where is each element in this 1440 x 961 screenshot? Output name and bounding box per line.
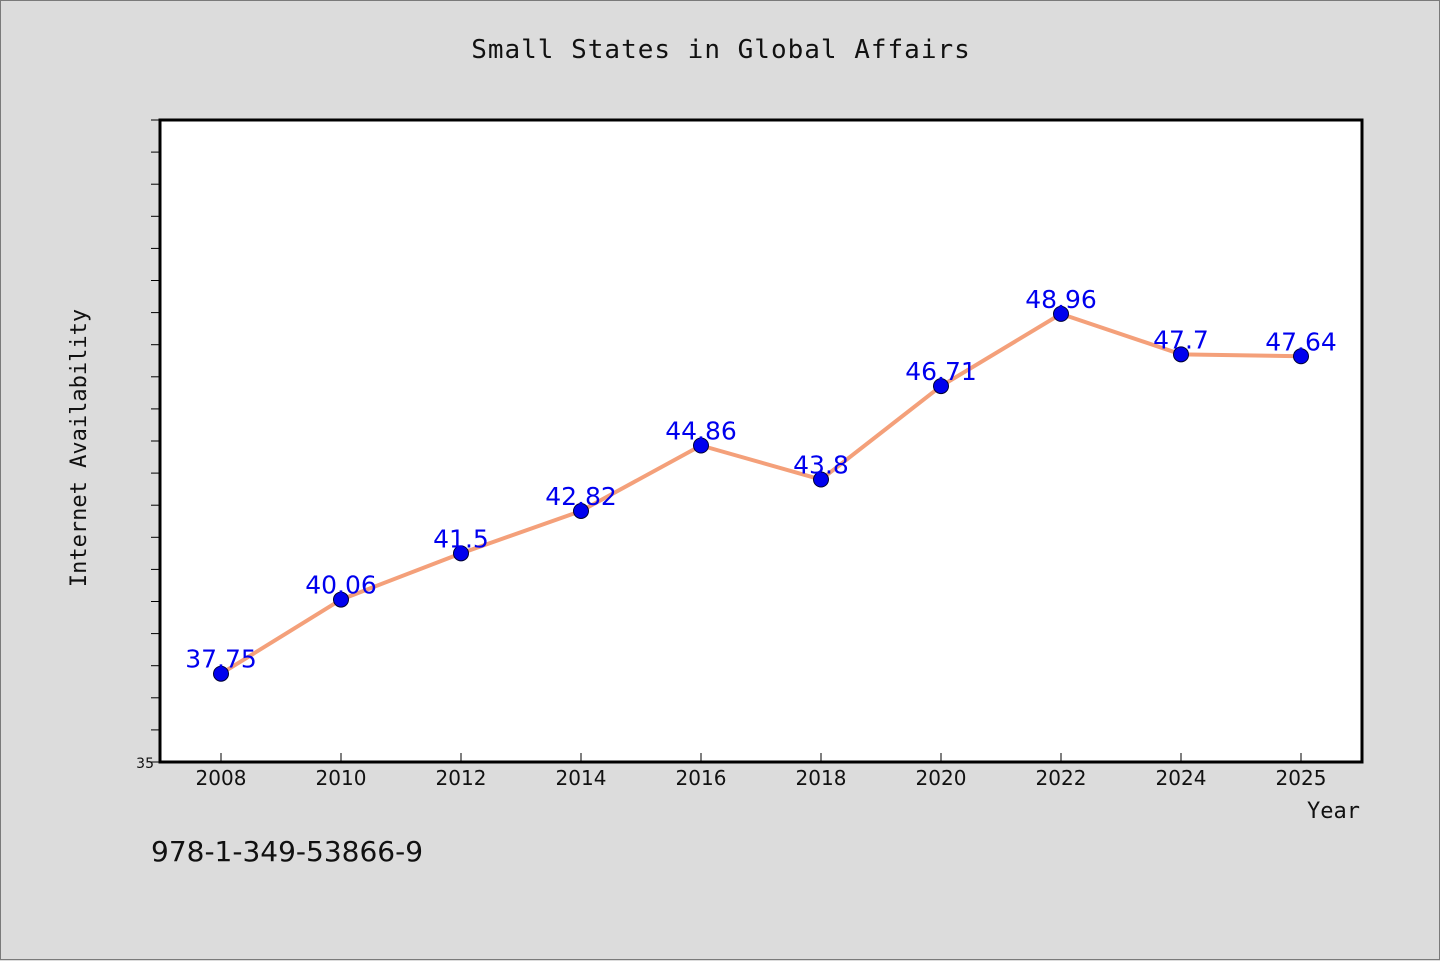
isbn-label: 978-1-349-53866-9	[151, 835, 424, 868]
y-axis-ticks	[151, 119, 160, 763]
data-label-2008: 37.75	[185, 645, 257, 674]
y-axis-tick-labels: 35	[136, 756, 154, 772]
data-point-2020	[933, 378, 949, 395]
series-line-group	[219, 311, 1302, 676]
plot-area	[158, 118, 1364, 764]
x-tick-label-2012: 2012	[436, 766, 487, 790]
data-point-2012	[453, 545, 469, 562]
data-label-2024: 47.7	[1153, 325, 1209, 354]
y-tick-label: 35	[136, 756, 154, 772]
x-tick-label-2014: 2014	[556, 766, 607, 790]
series-line	[219, 311, 1302, 676]
data-label-2025: 47.64	[1265, 327, 1337, 356]
data-label-2010: 40.06	[305, 571, 377, 600]
chart-title: Small States in Global Affairs	[471, 35, 971, 65]
data-label-2014: 42.82	[545, 482, 617, 511]
data-label-2012: 41.5	[433, 524, 489, 553]
series-markers	[213, 305, 1309, 682]
data-point-2010	[333, 591, 349, 608]
x-tick-label-2020: 2020	[916, 766, 967, 790]
x-axis-tick-labels: 2008 2010 2012 2014 2016 2018 2020 2022 2024 2025	[196, 766, 1327, 790]
x-axis-ticks	[220, 753, 1302, 762]
data-point-2016	[693, 437, 709, 454]
data-point-2025	[1293, 348, 1309, 365]
x-tick-label-2008: 2008	[196, 766, 247, 790]
x-axis-label: Year	[1307, 799, 1360, 824]
x-tick-label-2024: 2024	[1156, 766, 1207, 790]
x-tick-label-2025: 2025	[1276, 766, 1327, 790]
data-point-2022	[1053, 305, 1069, 322]
series-data-labels: 37.75 40.06 41.5 42.82 44.86 43.8 46.71 48.96 47…	[185, 285, 1337, 674]
y-axis-label: Internet Availability	[67, 309, 92, 587]
data-label-2020: 46.71	[905, 357, 977, 386]
x-tick-label-2010: 2010	[316, 766, 367, 790]
x-tick-label-2022: 2022	[1036, 766, 1087, 790]
data-point-2014	[573, 502, 589, 519]
data-point-2008	[213, 665, 229, 682]
data-point-2024	[1173, 346, 1189, 363]
x-tick-label-2016: 2016	[676, 766, 727, 790]
data-label-2022: 48.96	[1025, 285, 1097, 314]
data-label-2018: 43.8	[793, 451, 849, 480]
data-point-2018	[813, 471, 829, 488]
data-label-2016: 44.86	[665, 416, 737, 445]
x-tick-label-2018: 2018	[796, 766, 847, 790]
